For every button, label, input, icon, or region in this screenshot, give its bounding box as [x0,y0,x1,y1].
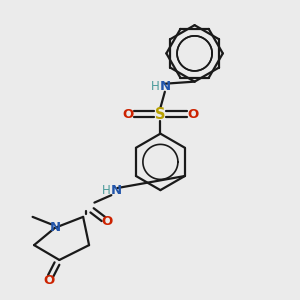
Text: H: H [151,80,159,94]
Text: O: O [101,215,112,228]
Text: N: N [159,80,170,94]
Text: O: O [43,274,55,287]
Text: H: H [102,184,111,197]
Text: O: O [188,108,199,121]
Text: O: O [122,108,133,121]
Text: S: S [155,107,166,122]
Text: N: N [111,184,122,197]
Text: N: N [49,221,61,234]
